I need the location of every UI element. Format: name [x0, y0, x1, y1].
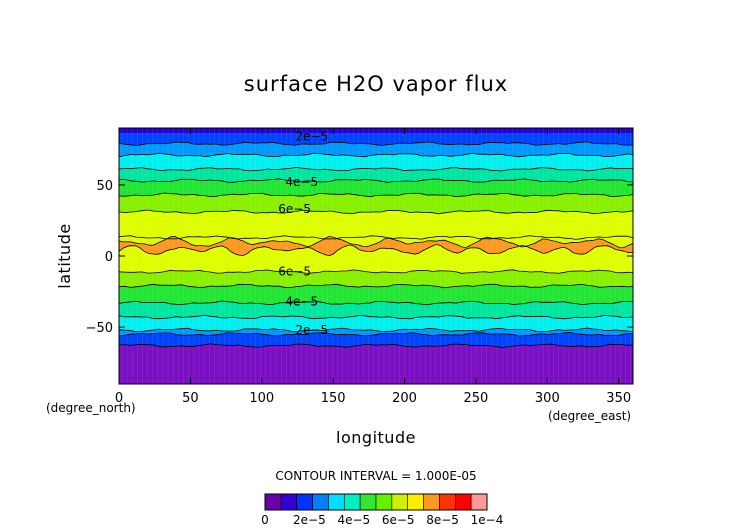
y-tick-label: 50: [96, 179, 113, 194]
contour-labels: 2e−5 4e−5 6e−5 6e−5 4e−5 2e−5: [278, 130, 328, 337]
contour-label: 6e−5: [278, 202, 311, 216]
x-axis-unit: (degree_east): [548, 409, 631, 423]
contour-band: [119, 153, 633, 171]
contour-line: [118, 192, 634, 198]
contour-line: [118, 178, 634, 183]
contour-band: [119, 301, 633, 319]
colorbar-swatch: [439, 493, 456, 511]
colorbar: 0 2e−5 4e−5 6e−5 8e−5 1e−4: [261, 493, 504, 527]
colorbar-swatch: [264, 493, 282, 511]
contour-line: [118, 300, 634, 306]
contour-band: [119, 210, 633, 240]
contour-band: [119, 128, 633, 132]
contour-interval-text: CONTOUR INTERVAL = 1.000E-05: [275, 469, 476, 483]
contour-line: [118, 327, 634, 333]
contour-band: [119, 141, 633, 157]
colorbar-swatch: [391, 493, 409, 511]
colorbar-swatch: [280, 493, 298, 511]
contour-band: [119, 332, 633, 348]
y-tick-label: 0: [105, 250, 113, 265]
colorbar-swatch: [328, 493, 345, 511]
y-tick-label: −50: [86, 321, 113, 336]
colorbar-label: 0: [261, 513, 269, 527]
x-tick-label: 350: [606, 391, 631, 406]
colorbar-label: 2e−5: [293, 513, 326, 527]
contour-band: [119, 328, 633, 337]
contour-line: [118, 343, 634, 349]
colorbar-swatch: [407, 493, 424, 511]
x-tick-label: 200: [392, 391, 417, 406]
contour-band: [119, 284, 633, 305]
chart-title: surface H2O vapor flux: [244, 72, 508, 96]
colorbar-label: 1e−4: [471, 513, 504, 527]
colorbar-swatch: [470, 493, 488, 511]
contour-label: 2e−5: [295, 323, 328, 337]
contour-lines: [118, 141, 634, 349]
contour-label: 4e−5: [285, 175, 318, 189]
colorbar-frame: [264, 493, 488, 511]
contour-line: [118, 152, 634, 158]
x-axis-ticks: 0 50 100 150 200 250 300 350: [115, 128, 631, 406]
x-tick-label: 0: [115, 391, 123, 406]
contour-line: [118, 141, 634, 147]
contour-label: 4e−5: [285, 295, 318, 309]
x-tick-label: 250: [464, 391, 489, 406]
contour-band: [119, 167, 633, 183]
contour-line: [118, 269, 634, 274]
contour-line: [118, 331, 633, 337]
colorbar-swatch: [454, 493, 472, 511]
x-axis-label: longitude: [336, 428, 416, 447]
contour-field: [118, 128, 634, 384]
colorbar-swatch: [359, 493, 377, 511]
colorbar-swatch: [296, 493, 313, 511]
contour-label: 2e−5: [295, 130, 328, 144]
x-tick-label: 100: [249, 391, 274, 406]
colorbar-label: 8e−5: [426, 513, 459, 527]
contour-label: 6e−5: [278, 265, 311, 279]
contour-band: [119, 193, 633, 214]
contour-band: [119, 347, 633, 384]
contour-band: [119, 178, 633, 197]
contour-band: [119, 315, 633, 332]
contour-band: [119, 269, 633, 288]
x-tick-label: 300: [535, 391, 560, 406]
colorbar-label: 4e−5: [337, 513, 370, 527]
contour-line: [118, 283, 634, 289]
colorbar-swatch: [312, 493, 329, 511]
y-axis-ticks: 50 0 −50: [86, 179, 633, 336]
y-axis-label: latitude: [55, 223, 74, 288]
contour-line: [118, 235, 634, 240]
y-axis-unit: (degree_north): [46, 401, 136, 415]
contour-line: [118, 314, 634, 320]
colorbar-swatch: [423, 493, 440, 511]
x-tick-label: 50: [182, 391, 199, 406]
colorbar-label: 6e−5: [382, 513, 415, 527]
x-tick-label: 150: [321, 391, 346, 406]
colorbar-swatch: [375, 493, 393, 511]
contour-line: [118, 209, 634, 215]
contour-line: [118, 166, 633, 172]
colorbar-swatch: [343, 493, 361, 511]
